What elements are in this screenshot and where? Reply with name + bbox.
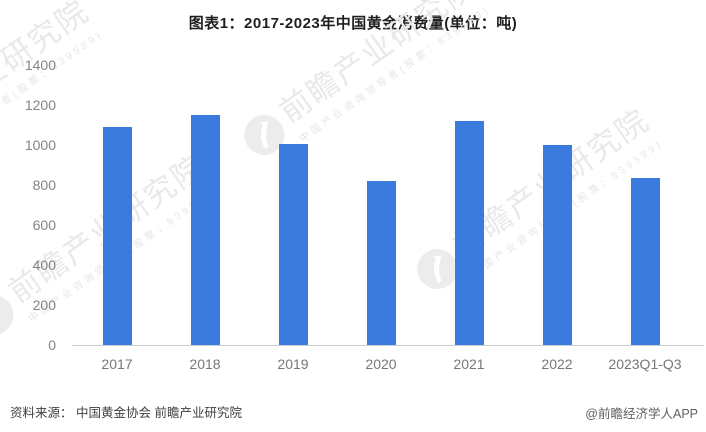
- bar-2020: [366, 181, 396, 345]
- bar-2023Q1-Q3: [630, 178, 660, 345]
- x-axis-line: [72, 345, 704, 346]
- x-tick-label: 2022: [541, 356, 573, 372]
- x-tick-label: 2020: [365, 356, 397, 372]
- y-tick-label: 400: [32, 257, 56, 273]
- x-tick-label: 2018: [189, 356, 221, 372]
- x-tick-label: 2017: [101, 356, 133, 372]
- y-tick-label: 200: [32, 297, 56, 313]
- y-tick-label: 1400: [24, 57, 56, 73]
- data-source-note: 资料来源： 中国黄金协会 前瞻产业研究院: [10, 406, 242, 420]
- x-tick-label: 2023Q1-Q3: [608, 356, 682, 372]
- bar-2018: [190, 115, 220, 345]
- chart-title: 图表1：2017-2023年中国黄金消费量(单位：吨): [188, 15, 518, 32]
- y-tick-label: 1000: [24, 137, 56, 153]
- bar-2019: [278, 144, 308, 345]
- y-tick-label: 800: [32, 177, 56, 193]
- y-tick-label: 0: [48, 337, 56, 353]
- bar-2017: [102, 127, 132, 345]
- plot-area: [72, 65, 700, 345]
- x-tick-label: 2019: [277, 356, 309, 372]
- bar-2021: [454, 121, 484, 345]
- x-tick-label: 2021: [453, 356, 485, 372]
- credit-note: @前瞻经济学人APP: [585, 407, 698, 421]
- bar-2022: [542, 145, 572, 345]
- y-tick-label: 1200: [24, 97, 56, 113]
- y-tick-label: 600: [32, 217, 56, 233]
